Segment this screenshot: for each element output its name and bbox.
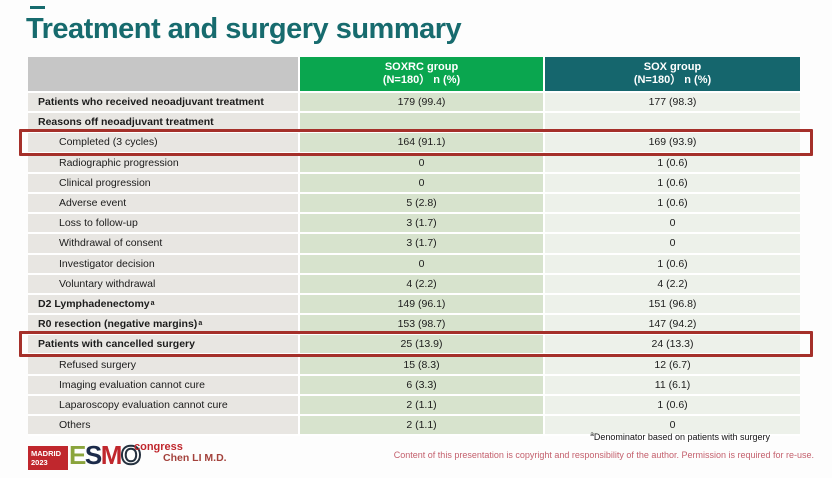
table-body: Patients who received neoadjuvant treatm… xyxy=(19,93,813,437)
congress-label: congress xyxy=(134,441,183,453)
page-title: Treatment and surgery summary xyxy=(26,13,462,45)
table-row: Refused surgery 15 (8.3) 12 (6.7) xyxy=(28,355,800,376)
table-row: Others 2 (1.1) 0 xyxy=(28,416,800,437)
table-row: Radiographic progression 0 1 (0.6) xyxy=(28,153,800,174)
table-row: Reasons off neoadjuvant treatment xyxy=(28,113,800,134)
row-label: Clinical progression xyxy=(28,173,300,194)
table-row: D2 Lymphadenectomy a 149 (96.1) 151 (96.8) xyxy=(28,294,800,316)
soxrc-value: 15 (8.3) xyxy=(300,355,545,376)
soxrc-value: 0 xyxy=(300,173,545,194)
soxrc-value: 0 xyxy=(300,254,545,275)
row-label: Laparoscopy evaluation cannot cure xyxy=(28,395,300,416)
row-label: Others xyxy=(28,416,300,437)
copyright-notice: Content of this presentation is copyrigh… xyxy=(393,450,814,460)
madrid-2023-badge: MADRID 2023 xyxy=(28,446,68,470)
table-row: Clinical progression 0 1 (0.6) xyxy=(28,173,800,194)
table-row: Adverse event 5 (2.8) 1 (0.6) xyxy=(28,193,800,215)
logo-year: 2023 xyxy=(31,457,48,467)
table-row: Imaging evaluation cannot cure 6 (3.3) 11 … xyxy=(28,375,800,396)
soxrc-value: 2 (1.1) xyxy=(300,416,545,437)
row-label: Radiographic progression xyxy=(28,153,300,174)
soxrc-value: 3 (1.7) xyxy=(300,214,545,235)
footnote-text: Denominator based on patients with surge… xyxy=(593,432,770,442)
table-row: Withdrawal of consent 3 (1.7) 0 xyxy=(28,234,800,255)
sox-value: 147 (94.2) xyxy=(545,315,800,336)
soxrc-value xyxy=(300,113,545,134)
sox-group-name: SOX group xyxy=(643,61,702,73)
sox-value: 1 (0.6) xyxy=(545,173,800,194)
table-row: Completed (3 cycles) 164 (91.1) 169 (93.9) xyxy=(19,129,813,156)
esmo-wordmark: ESMO xyxy=(69,438,142,472)
sox-value: 169 (93.9) xyxy=(545,133,800,154)
sox-value: 4 (2.2) xyxy=(545,274,800,295)
table-row: Laparoscopy evaluation cannot cure 2 (1.1… xyxy=(28,395,800,416)
soxrc-value: 5 (2.8) xyxy=(300,193,545,215)
soxrc-value: 25 (13.9) xyxy=(300,335,545,356)
table-header-empty-cell xyxy=(28,57,300,93)
row-label: Reasons off neoadjuvant treatment xyxy=(28,113,300,134)
sox-value: 1 (0.6) xyxy=(545,254,800,275)
sox-value: 12 (6.7) xyxy=(545,355,800,376)
table-header-soxrc-group: SOXRC group (N=180） n (%) xyxy=(300,57,545,93)
row-label: Patients who received neoadjuvant treatm… xyxy=(28,93,300,114)
row-label: Voluntary withdrawal xyxy=(28,274,300,295)
soxrc-group-n: (N=180） n (%) xyxy=(382,74,461,86)
row-label: Loss to follow-up xyxy=(28,214,300,235)
soxrc-value: 149 (96.1) xyxy=(300,294,545,316)
table-row: R0 resection (negative margins) a 153 (98.… xyxy=(28,315,800,336)
sox-value: 0 xyxy=(545,234,800,255)
table-row: Investigator decision 0 1 (0.6) xyxy=(28,254,800,275)
sox-value: 0 xyxy=(545,416,800,437)
esmo-letter-m: M xyxy=(100,440,123,470)
sox-value: 1 (0.6) xyxy=(545,395,800,416)
table-row: Patients with cancelled surgery 25 (13.9)… xyxy=(19,331,813,358)
sox-value: 1 (0.6) xyxy=(545,153,800,174)
table-row: Loss to follow-up 3 (1.7) 0 xyxy=(28,214,800,235)
soxrc-value: 6 (3.3) xyxy=(300,375,545,396)
row-label: Refused surgery xyxy=(28,355,300,376)
sox-value: 0 xyxy=(545,214,800,235)
soxrc-value: 4 (2.2) xyxy=(300,274,545,295)
table-header-sox-group: SOX group (N=180） n (%) xyxy=(545,57,800,93)
sox-value: 24 (13.3) xyxy=(545,335,800,356)
sox-value: 177 (98.3) xyxy=(545,93,800,114)
soxrc-value: 153 (98.7) xyxy=(300,315,545,336)
author-name: Chen LI M.D. xyxy=(163,452,227,464)
soxrc-value: 0 xyxy=(300,153,545,174)
footnote-superscript: a xyxy=(590,431,594,438)
title-dash-decoration xyxy=(30,6,45,9)
row-label: R0 resection (negative margins) a xyxy=(28,315,300,336)
row-label: Imaging evaluation cannot cure xyxy=(28,375,300,396)
table-row: Voluntary withdrawal 4 (2.2) 4 (2.2) xyxy=(28,274,800,295)
logo-city: MADRID xyxy=(31,449,61,458)
row-label: Investigator decision xyxy=(28,254,300,275)
table-footnote: aDenominator based on patients with surg… xyxy=(590,431,770,442)
soxrc-value: 2 (1.1) xyxy=(300,395,545,416)
sox-value xyxy=(545,113,800,134)
soxrc-value: 179 (99.4) xyxy=(300,93,545,114)
row-label: Patients with cancelled surgery xyxy=(28,335,300,356)
table-header-row: SOXRC group (N=180） n (%) SOX group (N=1… xyxy=(28,57,800,93)
esmo-letter-e: E xyxy=(69,440,86,470)
sox-value: 1 (0.6) xyxy=(545,193,800,215)
soxrc-group-name: SOXRC group xyxy=(384,61,459,73)
sox-value: 11 (6.1) xyxy=(545,375,800,396)
soxrc-value: 3 (1.7) xyxy=(300,234,545,255)
esmo-congress-logo: MADRID 2023 ESMO congress xyxy=(28,438,218,475)
sox-value: 151 (96.8) xyxy=(545,294,800,316)
summary-table: SOXRC group (N=180） n (%) SOX group (N=1… xyxy=(19,57,813,437)
row-label: Completed (3 cycles) xyxy=(28,133,300,154)
row-label: Adverse event xyxy=(28,193,300,215)
esmo-letter-s: S xyxy=(84,440,102,470)
esmo-letter-o: O xyxy=(120,439,142,471)
sox-group-n: (N=180） n (%) xyxy=(633,74,712,86)
row-label: D2 Lymphadenectomy a xyxy=(28,294,300,316)
row-label: Withdrawal of consent xyxy=(28,234,300,255)
soxrc-value: 164 (91.1) xyxy=(300,133,545,154)
table-row: Patients who received neoadjuvant treatm… xyxy=(28,93,800,114)
